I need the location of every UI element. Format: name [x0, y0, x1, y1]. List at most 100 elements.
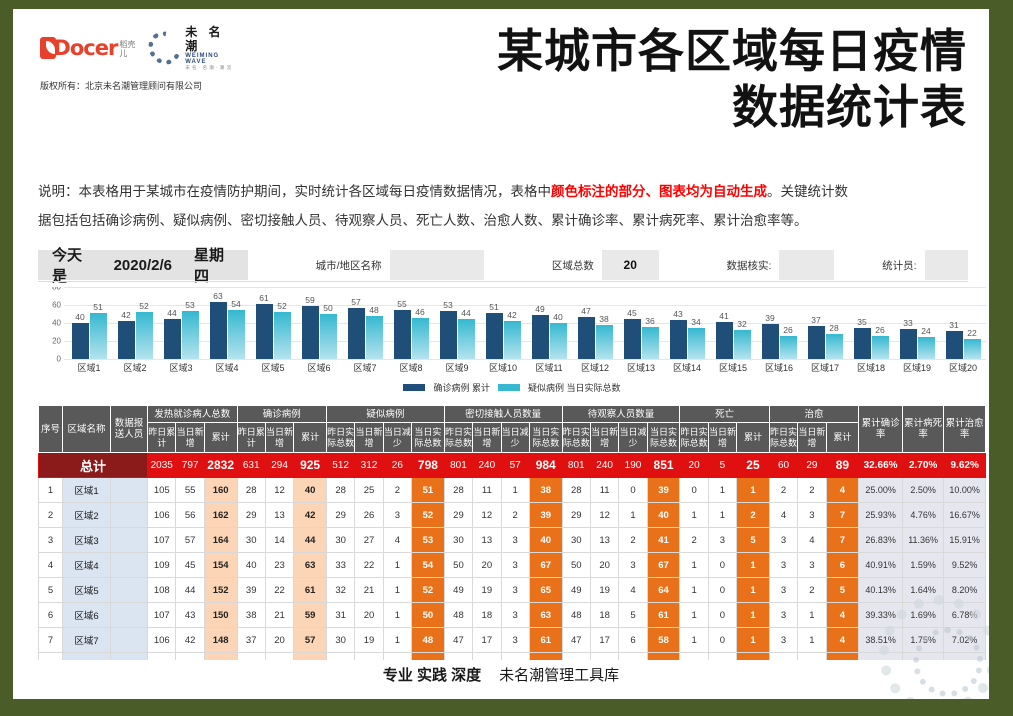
bar-value-label: 53	[185, 300, 195, 311]
bar-confirmed: 57	[347, 297, 365, 359]
bar-group: 47 38	[572, 287, 618, 359]
table-row[interactable]: 7 区域7 106 42 148 37 20 57 30 19 1 48 47 17 3 61 47 17 6 58 1…	[38, 627, 986, 653]
row-data-cell: 48	[411, 627, 445, 653]
row-data-cell: 19	[354, 627, 384, 653]
table-row[interactable]: 8区域8105411463619552918146461635946167551…	[38, 652, 986, 660]
row-region-name-cell: 区域7	[62, 627, 111, 653]
bar-group: 45 36	[618, 287, 664, 359]
row-data-cell: 29	[325, 652, 356, 660]
date-group: 今天是 2020/2/6 星期四	[38, 247, 248, 285]
row-data-cell: 61	[293, 577, 327, 603]
row-sender-cell[interactable]	[109, 652, 149, 660]
bar-confirmed: 35	[853, 317, 871, 359]
bar-value-label: 31	[949, 320, 959, 331]
row-data-cell: 46	[411, 652, 445, 660]
verify-input[interactable]	[779, 250, 835, 280]
row-data-cell: 3	[768, 527, 799, 553]
row-index-cell: 8	[38, 652, 63, 660]
table-header-cell: 发热就诊病人总数	[147, 405, 238, 423]
bar-suspected: 44	[457, 308, 475, 359]
total-cell: 26	[382, 452, 413, 478]
row-data-cell: 28	[561, 477, 591, 503]
row-data-cell: 3	[797, 502, 827, 528]
city-input[interactable]	[389, 250, 484, 280]
row-data-cell: 7	[825, 527, 860, 553]
bar-group: 61 52	[250, 287, 296, 359]
table-subheader-cell: 累计	[293, 422, 327, 453]
bar-confirmed: 41	[715, 311, 733, 359]
row-data-cell: 57	[293, 627, 327, 653]
bar-value-label: 44	[167, 308, 177, 319]
bar-value-label: 24	[921, 326, 931, 337]
table-subheader-cell: 当日新增	[589, 422, 620, 453]
bar-value-label: 32	[737, 319, 747, 330]
row-sender-cell[interactable]	[109, 527, 149, 553]
row-sender-cell[interactable]	[109, 577, 149, 603]
row-data-cell: 54	[411, 552, 445, 578]
row-data-cell: 44	[175, 577, 205, 603]
table-row[interactable]: 2 区域2 106 56 162 29 13 42 29 26 3 52 29 12 2 39 29 12 1 40 1…	[38, 502, 986, 528]
row-sender-cell[interactable]	[109, 477, 149, 503]
row-data-cell: 33	[325, 552, 356, 578]
row-data-cell: 29	[325, 502, 356, 528]
table-row[interactable]: 4 区域4 109 45 154 40 23 63 33 22 1 54 50 20 3 67 50 20 3 67 1…	[38, 552, 986, 578]
row-data-cell: 105	[147, 477, 177, 503]
row-data-cell: 1.69%	[901, 602, 945, 628]
row-data-cell: 107	[147, 602, 177, 628]
total-cell: 190	[618, 452, 648, 478]
total-cell: 2832	[203, 452, 238, 478]
row-data-cell: 30	[561, 527, 591, 553]
row-data-cell: 4	[825, 477, 860, 503]
row-data-cell: 39	[646, 477, 681, 503]
bar-group: 57 48	[342, 287, 388, 359]
bar-value-label: 38	[599, 313, 609, 324]
row-data-cell: 108	[147, 577, 177, 603]
bar-value-label: 52	[277, 301, 287, 312]
bar-value-label: 26	[875, 324, 885, 335]
row-data-cell: 1	[736, 477, 770, 503]
copyright-text: 版权所有：北京未名潮管理顾问有限公司	[40, 81, 203, 91]
table-row[interactable]: 6 区域6 107 43 150 38 21 59 31 20 1 50 48 18 3 63 48 18 5 61 1…	[38, 602, 986, 628]
row-sender-cell[interactable]	[109, 602, 149, 628]
table-row[interactable]: 1 区域1 105 55 160 28 12 40 28 25 2 51 28 11 1 38 28 11 0 39 0…	[38, 477, 986, 503]
bar-value-label: 42	[507, 310, 517, 321]
row-data-cell: 164	[203, 527, 238, 553]
row-data-cell: 3	[500, 527, 530, 553]
table-row[interactable]: 5 区域5 108 44 152 39 22 61 32 21 1 52 49 19 3 65 49 19 4 64 1…	[38, 577, 986, 603]
row-data-cell: 25.00%	[858, 477, 903, 503]
bar-value-label: 37	[811, 314, 821, 325]
row-data-cell: 52	[411, 577, 445, 603]
weiming-tagline: 未 名 · 名 潮 · 潮 流	[185, 65, 232, 70]
row-region-name-cell: 区域3	[62, 527, 111, 553]
table-subheader-cell: 累计	[203, 422, 238, 453]
statistician-input[interactable]	[924, 250, 968, 280]
row-index-cell: 3	[38, 527, 63, 553]
row-sender-cell[interactable]	[109, 552, 149, 578]
bar-group: 37 28	[802, 287, 848, 359]
weiming-name-en: WEIMING WAVE	[185, 53, 220, 65]
x-tick-label: 区域19	[902, 363, 931, 373]
footer-slogan: 专业 实践 深度	[382, 667, 482, 684]
bar-value-label: 26	[783, 324, 793, 335]
x-tick-label: 区域20	[948, 363, 977, 373]
row-data-cell: 28	[236, 477, 266, 503]
logo-block: Docer 稻壳儿 未 名 潮 WEIMING WAVE 未 名 · 名 潮 ·…	[40, 25, 240, 92]
row-data-cell: 1	[736, 627, 770, 653]
row-data-cell: 1	[797, 602, 827, 628]
title-line-2: 数据统计表	[732, 81, 967, 133]
row-data-cell: 4	[618, 577, 648, 603]
row-data-cell: 1	[382, 602, 413, 628]
table-subheader-cell: 当日新增	[354, 422, 384, 453]
table-header-cell: 数据报送人员	[109, 405, 149, 453]
row-sender-cell[interactable]	[109, 627, 149, 653]
row-data-cell: 4.76%	[901, 502, 945, 528]
total-cell: 797	[175, 452, 205, 478]
chart-y-axis: 0 20 40 60 80	[38, 287, 64, 364]
gridline	[64, 323, 986, 324]
row-sender-cell[interactable]	[109, 502, 149, 528]
bar-value-label: 47	[581, 305, 591, 316]
table-row[interactable]: 3 区域3 107 57 164 30 14 44 30 27 4 53 30 13 3 40 30 13 2 41 2…	[38, 527, 986, 553]
total-cell: 25	[736, 452, 770, 478]
row-data-cell: 6	[618, 627, 648, 653]
info-divider	[38, 281, 968, 282]
